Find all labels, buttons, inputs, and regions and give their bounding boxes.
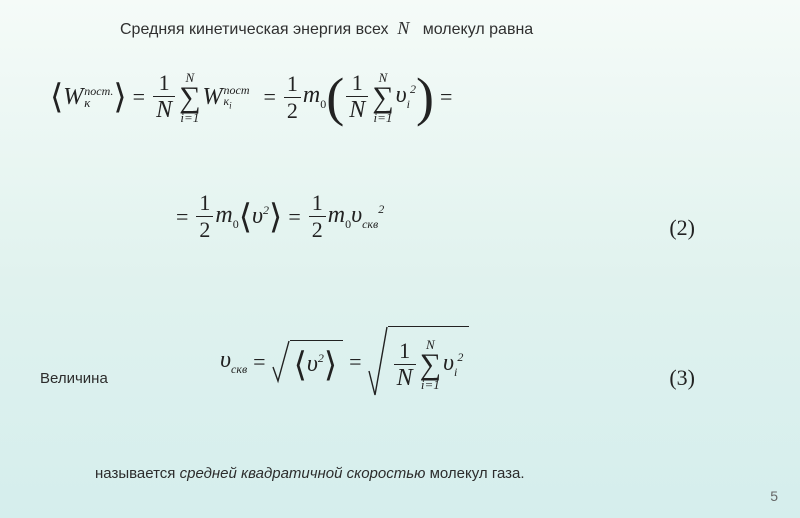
slide-title: Средняя кинетическая энергия всех N моле… (120, 18, 533, 39)
footer-pre: называется (95, 465, 180, 482)
sub-k: к (84, 97, 113, 109)
rangle-2: ⟩ (269, 197, 282, 237)
velocity-label: Величина (40, 370, 108, 387)
equals-1: = (133, 84, 145, 110)
sum-1: N ∑ i=1 (179, 71, 200, 124)
langle-2: ⟨ (239, 197, 252, 237)
radicand-1: ⟨ υ2 ⟩ (290, 340, 344, 384)
frac-half-1: 1 2 (284, 71, 301, 124)
langle: ⟨ (50, 77, 63, 117)
title-post: молекул равна (423, 21, 533, 38)
eq3-equals2: = (349, 349, 361, 375)
equation-1: ⟨ W пост. к ⟩ = 1 N N ∑ i=1 W пост кi = … (50, 70, 458, 124)
sqrt-2: 1 N N ∑ i=1 υi2 (368, 325, 470, 399)
equals-2: = (264, 84, 276, 110)
frac-half-3: 1 2 (309, 190, 326, 243)
radical-icon-2 (368, 325, 388, 399)
frac-num: 1 (156, 70, 173, 96)
radical-icon (272, 339, 290, 385)
footer-text: называется средней квадратичной скорость… (95, 465, 525, 482)
eq2-equals2: = (288, 204, 300, 230)
frac-1N-c: 1 N (394, 338, 416, 392)
frac-den: N (156, 97, 172, 123)
sigma-1: ∑ (179, 84, 200, 111)
sum-lower: i=1 (180, 111, 199, 124)
eq3-equals1: = (253, 349, 265, 375)
eq2-equals1: = (176, 204, 188, 230)
equation-3: υскв = ⟨ υ2 ⟩ = 1 N N ∑ i=1 υi2 (220, 325, 469, 399)
sqrt-1: ⟨ υ2 ⟩ (272, 339, 344, 385)
frac-num2: 1 (284, 71, 301, 97)
equation-number-2: (2) (669, 215, 695, 241)
v-sq-ang: υ2 (252, 203, 269, 230)
frac-den2: 2 (284, 97, 301, 124)
equation-number-3: (3) (669, 365, 695, 391)
v-skv-sq: υскв2 (351, 202, 384, 232)
fd3: N (349, 97, 365, 123)
m0-1: m0 (303, 82, 326, 112)
m0-3: m0 (328, 202, 351, 232)
radicand-2: 1 N N ∑ i=1 υi2 (388, 326, 470, 398)
page-number: 5 (770, 488, 778, 504)
equals-3: = (440, 84, 452, 110)
frac-1N: 1 N (153, 70, 175, 124)
fn3: 1 (349, 70, 366, 96)
v-i-sq: υi2 (396, 82, 416, 112)
sigma-2: ∑ (372, 84, 393, 111)
title-N: N (397, 18, 409, 38)
v-skv: υскв (220, 347, 247, 377)
sum-3: N ∑ i=1 (420, 338, 441, 391)
rangle: ⟩ (113, 77, 126, 117)
footer-em: средней квадратичной скоростью (180, 465, 426, 482)
sum-2: N ∑ i=1 (372, 71, 393, 124)
W-symbol: W (63, 84, 83, 111)
v-i-sq-2: υi2 (443, 350, 463, 380)
m0-2: m0 (215, 202, 238, 232)
equation-2: = 1 2 m0 ⟨ υ2 ⟩ = 1 2 m0 υскв2 (170, 190, 384, 243)
footer-post: молекул газа. (425, 465, 524, 482)
frac-half-2: 1 2 (196, 190, 213, 243)
title-pre: Средняя кинетическая энергия всех (120, 21, 389, 38)
W2: W (203, 84, 223, 111)
sub-ki: кi (224, 96, 250, 109)
sum-lower-2: i=1 (374, 111, 393, 124)
frac-1N-b: 1 N (346, 70, 368, 124)
